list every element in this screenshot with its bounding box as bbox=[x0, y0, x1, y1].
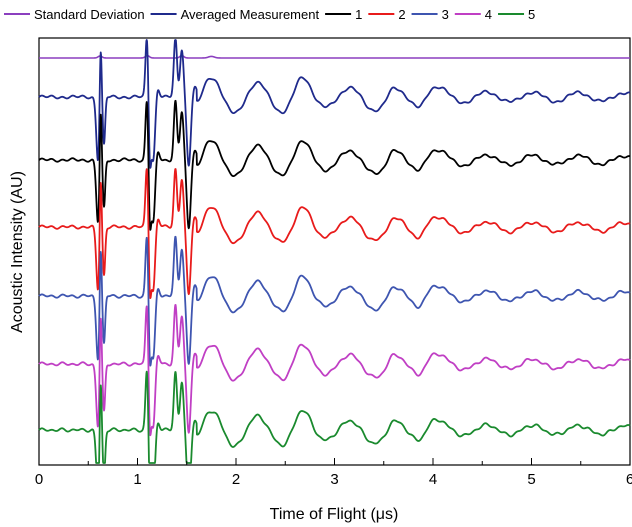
legend-label: 1 bbox=[355, 7, 362, 22]
x-axis: 0 1 2 3 4 5 6 bbox=[35, 458, 632, 488]
series-line-averaged-measurement bbox=[38, 39, 631, 169]
series-line-1 bbox=[38, 99, 631, 231]
x-tick-label: 1 bbox=[133, 471, 141, 488]
series-line-3 bbox=[38, 235, 631, 367]
x-tick-label: 0 bbox=[35, 471, 43, 488]
x-tick-label: 4 bbox=[429, 471, 437, 488]
series-group bbox=[38, 39, 631, 464]
series-line-2 bbox=[38, 168, 631, 300]
series-line-5 bbox=[38, 370, 631, 464]
legend-label: Averaged Measurement bbox=[181, 7, 320, 22]
legend-label: 4 bbox=[485, 7, 492, 22]
legend-label: Standard Deviation bbox=[34, 7, 145, 22]
y-axis-label: Acoustic Intensity (AU) bbox=[9, 171, 26, 333]
legend-label: 2 bbox=[398, 7, 405, 22]
series-line-standard-deviation bbox=[38, 54, 631, 59]
x-tick-label: 5 bbox=[527, 471, 535, 488]
legend: Standard Deviation Averaged Measurement 1 2… bbox=[4, 7, 535, 22]
x-tick-label: 2 bbox=[232, 471, 240, 488]
x-axis-label: Time of Flight (μs) bbox=[270, 506, 399, 523]
legend-label: 5 bbox=[528, 7, 535, 22]
legend-label: 3 bbox=[442, 7, 449, 22]
x-tick-label: 3 bbox=[330, 471, 338, 488]
series-line-4 bbox=[38, 304, 631, 437]
x-tick-label: 6 bbox=[626, 471, 632, 488]
